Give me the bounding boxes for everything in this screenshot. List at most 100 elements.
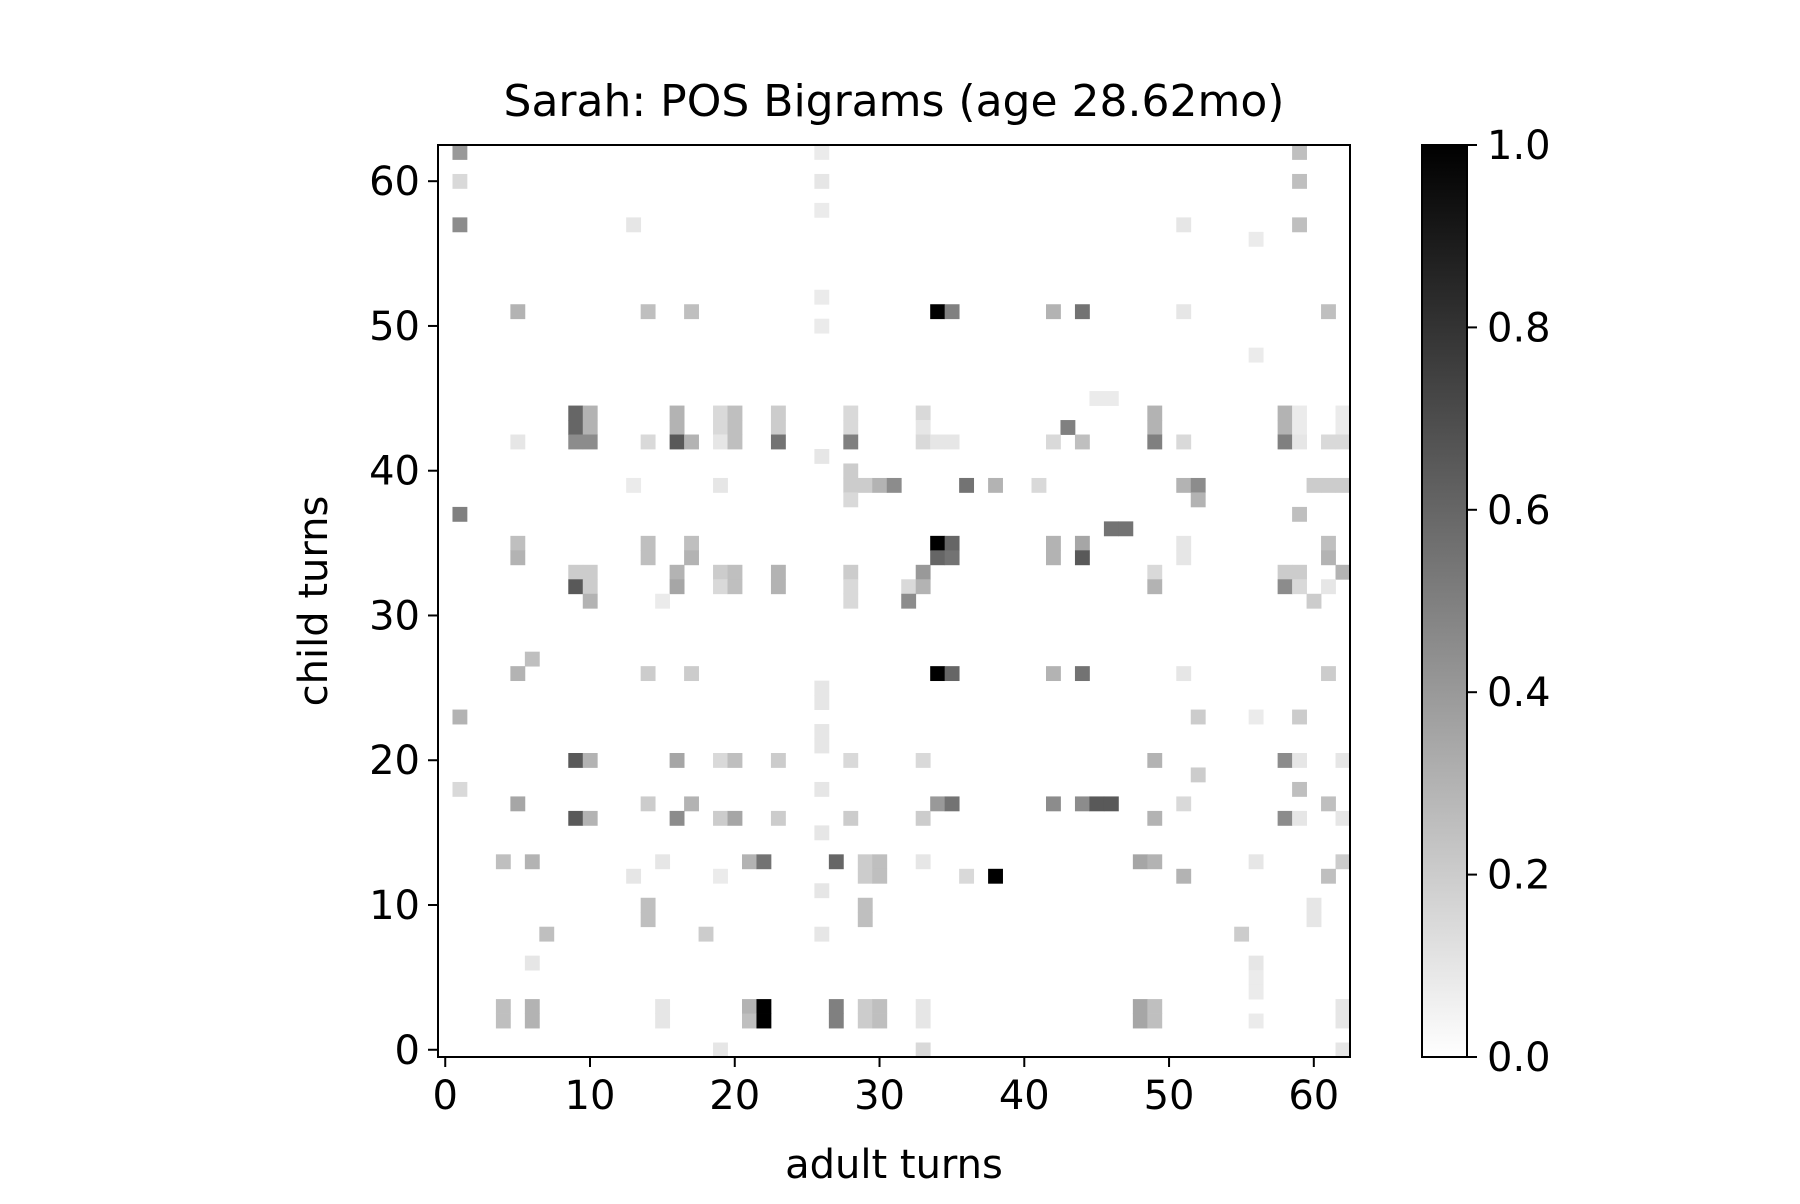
heatmap-cell <box>1176 868 1192 884</box>
heatmap-cell <box>814 449 830 464</box>
heatmap-cell <box>1176 796 1192 812</box>
heatmap-cell <box>857 999 873 1014</box>
heatmap-cell <box>901 593 917 609</box>
heatmap-cell <box>510 666 526 682</box>
x-tick-label: 40 <box>999 1073 1050 1119</box>
heatmap-cell <box>713 477 728 493</box>
heatmap-cell <box>684 304 699 320</box>
heatmap-cell <box>582 405 598 421</box>
heatmap-cell <box>814 738 830 754</box>
heatmap-cell <box>814 202 830 218</box>
heatmap-cell <box>1248 970 1264 986</box>
heatmap-cell <box>524 955 540 971</box>
heatmap-cell <box>1118 521 1134 537</box>
heatmap-cell <box>1074 550 1090 566</box>
heatmap-cell <box>828 854 844 870</box>
heatmap-cell <box>452 709 468 725</box>
y-tick-label: 60 <box>369 159 420 205</box>
heatmap-cell <box>568 564 584 580</box>
heatmap-cell <box>452 217 468 233</box>
heatmap-cell <box>713 753 728 768</box>
heatmap-cell <box>944 535 960 551</box>
heatmap-cell <box>1292 145 1307 160</box>
heatmap-cell <box>1335 564 1351 580</box>
colorbar-tick-label: 1.0 <box>1487 123 1551 169</box>
heatmap-cell <box>684 434 699 450</box>
heatmap-cell <box>1132 1013 1148 1029</box>
heatmap-cell <box>1060 420 1076 435</box>
heatmap-cell <box>1292 173 1307 189</box>
heatmap-cell <box>915 579 931 595</box>
heatmap-cell <box>1335 854 1351 870</box>
heatmap-cell <box>698 926 714 942</box>
heatmap-cell <box>626 868 642 884</box>
heatmap-cell <box>510 434 526 450</box>
x-axis-label: adult turns <box>785 1142 1003 1188</box>
heatmap-cell <box>452 145 468 160</box>
heatmap-cell <box>1277 405 1293 421</box>
heatmap-cell <box>727 405 743 421</box>
heatmap-cell <box>713 434 728 450</box>
heatmap-cell <box>814 926 830 942</box>
heatmap-cell <box>495 1013 511 1029</box>
heatmap-cell <box>640 912 656 928</box>
heatmap-cell <box>770 420 786 435</box>
heatmap-cell <box>510 304 526 320</box>
heatmap-cell <box>742 1013 757 1029</box>
heatmap-cell <box>843 593 859 609</box>
heatmap-cell <box>944 304 960 320</box>
heatmap-cell <box>872 1013 888 1029</box>
heatmap-cell <box>539 926 555 942</box>
heatmap-cell <box>1147 420 1163 435</box>
heatmap-cell <box>1190 767 1206 783</box>
heatmap-cell <box>1046 535 1061 551</box>
heatmap-cell <box>1277 434 1293 450</box>
heatmap-cell <box>1248 955 1264 971</box>
x-tick-label: 10 <box>565 1073 616 1119</box>
y-tick-label: 30 <box>369 593 420 639</box>
heatmap-cell <box>930 666 946 682</box>
heatmap-cell <box>1321 434 1336 450</box>
heatmap-cell <box>770 810 786 826</box>
heatmap-cell <box>713 564 728 580</box>
heatmap-cell <box>1277 810 1293 826</box>
heatmap-cell <box>1190 492 1206 508</box>
y-tick-label: 10 <box>369 883 420 929</box>
heatmap-cell <box>524 854 540 870</box>
heatmap-cell <box>1031 477 1047 493</box>
heatmap-cell <box>1321 535 1336 551</box>
heatmap-cell <box>915 405 931 421</box>
heatmap-cell <box>944 796 960 812</box>
colorbar: 0.0 0.2 0.4 0.6 0.8 1.0 <box>1421 123 1551 1081</box>
heatmap-cell <box>857 854 873 870</box>
heatmap-cell <box>495 999 511 1014</box>
heatmap-cell <box>727 579 743 595</box>
heatmap-cell <box>669 405 685 421</box>
heatmap-cell <box>727 564 743 580</box>
heatmap-cell <box>1132 999 1148 1014</box>
heatmap-cell <box>582 564 598 580</box>
heatmap-cell <box>1248 231 1264 247</box>
heatmap-cell <box>1292 434 1307 450</box>
heatmap-cell <box>843 810 859 826</box>
heatmap-cell <box>930 796 946 812</box>
heatmap-cell <box>843 564 859 580</box>
heatmap-cell <box>915 420 931 435</box>
y-tick-label: 40 <box>369 449 420 495</box>
heatmap-cell <box>1292 564 1307 580</box>
heatmap-cell <box>843 579 859 595</box>
colorbar-gradient <box>1421 144 1468 1058</box>
heatmap-cell <box>814 289 830 305</box>
heatmap-cell <box>1306 912 1322 928</box>
colorbar-tick-label: 0.8 <box>1487 305 1551 351</box>
heatmap-cell <box>930 535 946 551</box>
heatmap-cell <box>727 810 743 826</box>
heatmap-cells <box>452 145 1351 1058</box>
heatmap-cell <box>1335 405 1351 421</box>
heatmap-cell <box>843 420 859 435</box>
heatmap-cell <box>944 550 960 566</box>
heatmap-cell <box>684 666 699 682</box>
heatmap-cell <box>857 897 873 913</box>
y-tick-label: 20 <box>369 738 420 784</box>
heatmap-cell <box>843 492 859 508</box>
